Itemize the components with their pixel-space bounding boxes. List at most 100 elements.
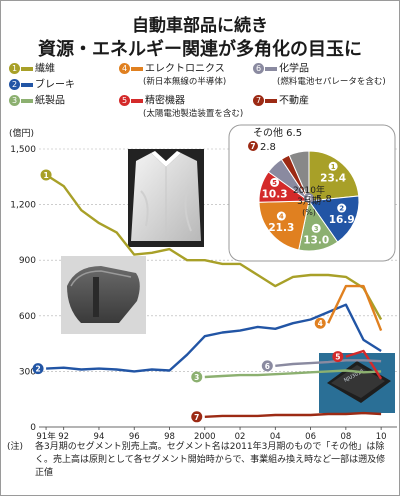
series-marker-label: 1 — [43, 171, 48, 180]
series-line-6 — [275, 359, 382, 367]
pie-slice-4 — [258, 200, 310, 251]
legend-item-brakes: 2 ブレーキ — [9, 79, 75, 92]
y-tick-label: 300 — [19, 367, 36, 377]
y-axis: 0 300 600 900 1,200 1,500 — [10, 145, 36, 433]
legend-label-6: 化学品 — [279, 63, 309, 75]
pie-value-label: 13.0 — [303, 234, 329, 246]
x-tick-label: 02 — [235, 432, 246, 441]
legend-num-1: 1 — [9, 63, 20, 74]
brake-pad-photo — [61, 256, 146, 334]
series-marker-label: 7 — [194, 413, 199, 422]
pie-num-label: 7 — [250, 142, 255, 151]
pie-value-label: 23.4 — [320, 172, 346, 184]
series-marker-2 — [32, 363, 44, 375]
legend-sub-4: (新日本無線の半導体) — [143, 76, 227, 87]
legend-num-7: 7 — [253, 95, 264, 106]
pie-num-badge — [270, 177, 280, 187]
legend-swatch-7 — [265, 98, 277, 103]
legend-label-4: エレクトロニクス — [145, 63, 225, 75]
legend-swatch-6 — [265, 66, 277, 71]
series-marker-label: 6 — [265, 362, 270, 371]
shirt-photo — [128, 149, 204, 247]
legend-num-5: 5 — [119, 95, 130, 106]
pie-num-label: 1 — [331, 163, 336, 171]
pie-title-line-3: (%) — [302, 208, 316, 217]
pie-num-label: 2 — [339, 205, 344, 213]
legend-swatch-2 — [21, 82, 33, 87]
pie-value-label: 10.3 — [262, 188, 288, 200]
x-tick-label: 91年 — [36, 431, 56, 441]
line-chart: 0 300 600 900 1,200 1,500 91年 92 94 96 98 2000 02 04… — [9, 124, 397, 441]
series-marker-label: 5 — [335, 353, 340, 362]
legend-num-3: 3 — [9, 95, 20, 106]
legend-swatch-1 — [21, 66, 33, 71]
legend-item-textiles: 1 繊維 — [9, 63, 55, 76]
x-tick-label: 94 — [94, 432, 105, 441]
legend-num-4: 4 — [119, 63, 130, 74]
series-marker-6 — [261, 360, 273, 372]
y-tick-label: 600 — [19, 312, 36, 322]
legend-label-1: 繊維 — [35, 63, 55, 75]
pie-num-badge — [248, 141, 258, 151]
pie-num-label: 6 — [306, 194, 311, 203]
legend-label-3: 紙製品 — [35, 95, 65, 107]
series-marker-label: 2 — [35, 365, 40, 374]
legend-swatch-4 — [131, 66, 143, 71]
pie-num-badge — [328, 161, 338, 171]
series-marker-4 — [314, 317, 326, 329]
pie-num-badge — [276, 211, 286, 221]
pie-value-label: 21.3 — [268, 222, 294, 234]
y-tick-label: 1,500 — [10, 145, 36, 155]
x-tick-label: 92 — [58, 432, 69, 441]
footnote-head: (注) — [7, 442, 24, 452]
pie-num-label: 3 — [314, 225, 319, 233]
series-marker-1 — [40, 169, 52, 181]
series-marker-label: 4 — [318, 319, 323, 328]
x-tick-label: 98 — [164, 432, 175, 441]
y-tick-label: 900 — [19, 256, 36, 266]
pie-value-label: 16.9 — [329, 214, 355, 226]
legend-item-chemicals: 6 化学品 (燃料電池セパレータを含む) — [253, 63, 386, 88]
y-tick-label: 1,200 — [10, 201, 36, 211]
legend-label-2: ブレーキ — [35, 79, 75, 91]
pie-value-label: 5.8 — [316, 194, 332, 205]
legend-item-realestate: 7 不動産 — [253, 95, 309, 108]
x-tick-label: 10 — [376, 432, 387, 441]
pie-num-badge — [304, 193, 314, 203]
legend-sub-6: (燃料電池セパレータを含む) — [277, 76, 386, 87]
series-line-5 — [345, 349, 383, 380]
pie-slice-2 — [308, 195, 360, 243]
legend-item-precision: 5 精密機器 (太陽電池製造装置を含む) — [119, 95, 243, 120]
chart-series — [45, 173, 383, 418]
series-marker-7 — [191, 411, 203, 423]
series-line-2 — [46, 303, 382, 373]
pie-num-badge — [311, 223, 321, 233]
series-marker-label: 3 — [194, 373, 199, 382]
legend-sub-5: (太陽電池製造装置を含む) — [143, 108, 244, 119]
x-tick-label: 04 — [270, 432, 281, 441]
series-line-7 — [204, 411, 382, 418]
y-tick-label: 0 — [30, 423, 36, 433]
pie-num-badge — [337, 203, 347, 213]
x-axis: 91年 92 94 96 98 2000 02 04 06 08 10 — [36, 426, 397, 441]
chart-title-line-2: 資源・エネルギー関連が多角化の目玉に — [38, 39, 362, 60]
pie-num-label: 4 — [279, 213, 284, 221]
series-line-4 — [327, 284, 383, 332]
legend-swatch-3 — [21, 98, 33, 103]
series-markers: 1 2 3 4 5 6 7 — [32, 169, 344, 423]
series-marker-5 — [332, 351, 344, 363]
chart-title-line-1: 自動車部品に続き — [132, 16, 268, 36]
legend-label-5: 精密機器 — [145, 95, 185, 107]
x-tick-label: 08 — [340, 432, 351, 441]
pie-slice-1 — [308, 150, 360, 202]
series-line-3 — [204, 369, 382, 379]
pie-title-line-2: 3月期 — [297, 196, 321, 207]
footnote-body: 各3月期のセグメント別売上高。セグメント名は2011年3月期のもので「その他」は… — [35, 442, 386, 478]
legend-num-2: 2 — [9, 79, 20, 90]
series-marker-3 — [191, 371, 203, 383]
x-tick-label: 06 — [305, 432, 316, 441]
y-axis-label: (億円) — [9, 127, 34, 139]
pie-num-label: 5 — [272, 179, 277, 187]
legend-num-6: 6 — [253, 63, 264, 74]
